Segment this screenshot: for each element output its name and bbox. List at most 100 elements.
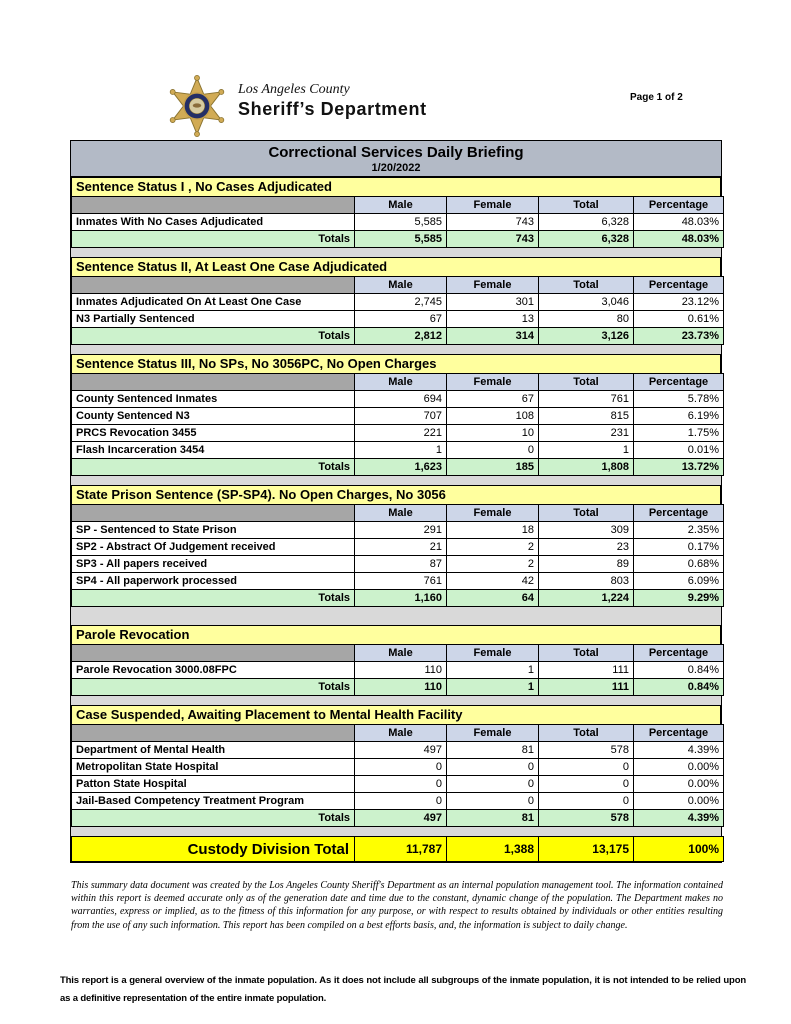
cell-female: 0: [446, 758, 539, 776]
cell-male: 497: [354, 741, 447, 759]
cell-percentage: 0.00%: [633, 775, 724, 793]
row-label: Inmates Adjudicated On At Least One Case: [71, 293, 355, 311]
report-section: Sentence Status II, At Least One Case Ad…: [71, 257, 724, 345]
column-header-row: Male Female Total Percentage: [71, 373, 724, 391]
cell-percentage: 0.68%: [633, 555, 724, 573]
table-row: Inmates With No Cases Adjudicated 5,585 74…: [71, 213, 724, 231]
column-header-percentage: Percentage: [633, 276, 724, 294]
totals-label: Totals: [71, 678, 355, 696]
totals-female: 743: [446, 230, 539, 248]
section-heading: Parole Revocation: [71, 625, 721, 644]
table-row: County Sentenced Inmates 694 67 761 5.78%: [71, 390, 724, 408]
cell-female: 42: [446, 572, 539, 590]
agency-brand: Los Angeles County Sheriff’s Department: [166, 74, 427, 138]
grand-total-row: Custody Division Total 11,787 1,388 13,1…: [71, 836, 724, 862]
cell-percentage: 0.84%: [633, 661, 724, 679]
column-header-row: Male Female Total Percentage: [71, 276, 724, 294]
cell-total: 0: [538, 758, 634, 776]
column-header-blank: [71, 724, 355, 742]
table-row: Flash Incarceration 3454 1 0 1 0.01%: [71, 441, 724, 459]
section-heading: Sentence Status III, No SPs, No 3056PC, …: [71, 354, 721, 373]
row-label: Inmates With No Cases Adjudicated: [71, 213, 355, 231]
column-header-male: Male: [354, 644, 447, 662]
totals-total: 3,126: [538, 327, 634, 345]
cell-female: 67: [446, 390, 539, 408]
cell-female: 301: [446, 293, 539, 311]
totals-percentage: 48.03%: [633, 230, 724, 248]
cell-total: 89: [538, 555, 634, 573]
column-header-percentage: Percentage: [633, 504, 724, 522]
report-date: 1/20/2022: [371, 162, 421, 174]
row-label: Department of Mental Health: [71, 741, 355, 759]
table-row: Metropolitan State Hospital 0 0 0 0.00%: [71, 758, 724, 776]
column-header-blank: [71, 276, 355, 294]
section-heading: Sentence Status II, At Least One Case Ad…: [71, 257, 721, 276]
cell-female: 18: [446, 521, 539, 539]
column-header-blank: [71, 504, 355, 522]
column-header-male: Male: [354, 196, 447, 214]
totals-row: Totals 110 1 111 0.84%: [71, 678, 724, 696]
column-header-female: Female: [446, 276, 539, 294]
cell-total: 1: [538, 441, 634, 459]
totals-female: 64: [446, 589, 539, 607]
column-header-female: Female: [446, 644, 539, 662]
cell-male: 5,585: [354, 213, 447, 231]
cell-percentage: 5.78%: [633, 390, 724, 408]
cell-total: 578: [538, 741, 634, 759]
cell-female: 10: [446, 424, 539, 442]
cell-male: 291: [354, 521, 447, 539]
page-indicator: Page 1 of 2: [630, 92, 683, 103]
cell-female: 81: [446, 741, 539, 759]
totals-row: Totals 2,812 314 3,126 23.73%: [71, 327, 724, 345]
row-label: SP - Sentenced to State Prison: [71, 521, 355, 539]
totals-male: 5,585: [354, 230, 447, 248]
row-label: N3 Partially Sentenced: [71, 310, 355, 328]
column-header-female: Female: [446, 373, 539, 391]
table-row: Parole Revocation 3000.08FPC 110 1 111 0.84%: [71, 661, 724, 679]
totals-total: 6,328: [538, 230, 634, 248]
agency-brand-text: Los Angeles County Sheriff’s Department: [238, 74, 427, 120]
grand-total-percentage: 100%: [633, 836, 724, 862]
column-header-total: Total: [538, 644, 634, 662]
totals-label: Totals: [71, 327, 355, 345]
column-header-percentage: Percentage: [633, 644, 724, 662]
report-section: State Prison Sentence (SP-SP4). No Open …: [71, 485, 724, 607]
cell-female: 0: [446, 441, 539, 459]
cell-female: 0: [446, 792, 539, 810]
totals-percentage: 0.84%: [633, 678, 724, 696]
report-section: Case Suspended, Awaiting Placement to Me…: [71, 705, 724, 827]
row-label: County Sentenced Inmates: [71, 390, 355, 408]
cell-male: 0: [354, 792, 447, 810]
cell-female: 743: [446, 213, 539, 231]
totals-label: Totals: [71, 230, 355, 248]
column-header-male: Male: [354, 724, 447, 742]
cell-percentage: 23.12%: [633, 293, 724, 311]
cell-male: 0: [354, 775, 447, 793]
cell-female: 2: [446, 538, 539, 556]
cell-total: 231: [538, 424, 634, 442]
cell-total: 23: [538, 538, 634, 556]
cell-female: 0: [446, 775, 539, 793]
totals-label: Totals: [71, 458, 355, 476]
table-row: County Sentenced N3 707 108 815 6.19%: [71, 407, 724, 425]
column-header-blank: [71, 644, 355, 662]
column-header-female: Female: [446, 504, 539, 522]
totals-row: Totals 5,585 743 6,328 48.03%: [71, 230, 724, 248]
cell-male: 87: [354, 555, 447, 573]
cell-percentage: 0.17%: [633, 538, 724, 556]
cell-total: 0: [538, 775, 634, 793]
report-title: Correctional Services Daily Briefing: [268, 144, 524, 161]
column-header-total: Total: [538, 196, 634, 214]
cell-percentage: 1.75%: [633, 424, 724, 442]
grand-total-male: 11,787: [354, 836, 447, 862]
totals-total: 578: [538, 809, 634, 827]
column-header-total: Total: [538, 504, 634, 522]
column-header-percentage: Percentage: [633, 373, 724, 391]
disclaimer-text: This summary data document was created b…: [71, 880, 723, 931]
column-header-percentage: Percentage: [633, 724, 724, 742]
column-header-percentage: Percentage: [633, 196, 724, 214]
totals-male: 2,812: [354, 327, 447, 345]
table-row: SP - Sentenced to State Prison 291 18 309 2.…: [71, 521, 724, 539]
agency-department-label: Sheriff’s Department: [238, 99, 427, 119]
totals-percentage: 13.72%: [633, 458, 724, 476]
